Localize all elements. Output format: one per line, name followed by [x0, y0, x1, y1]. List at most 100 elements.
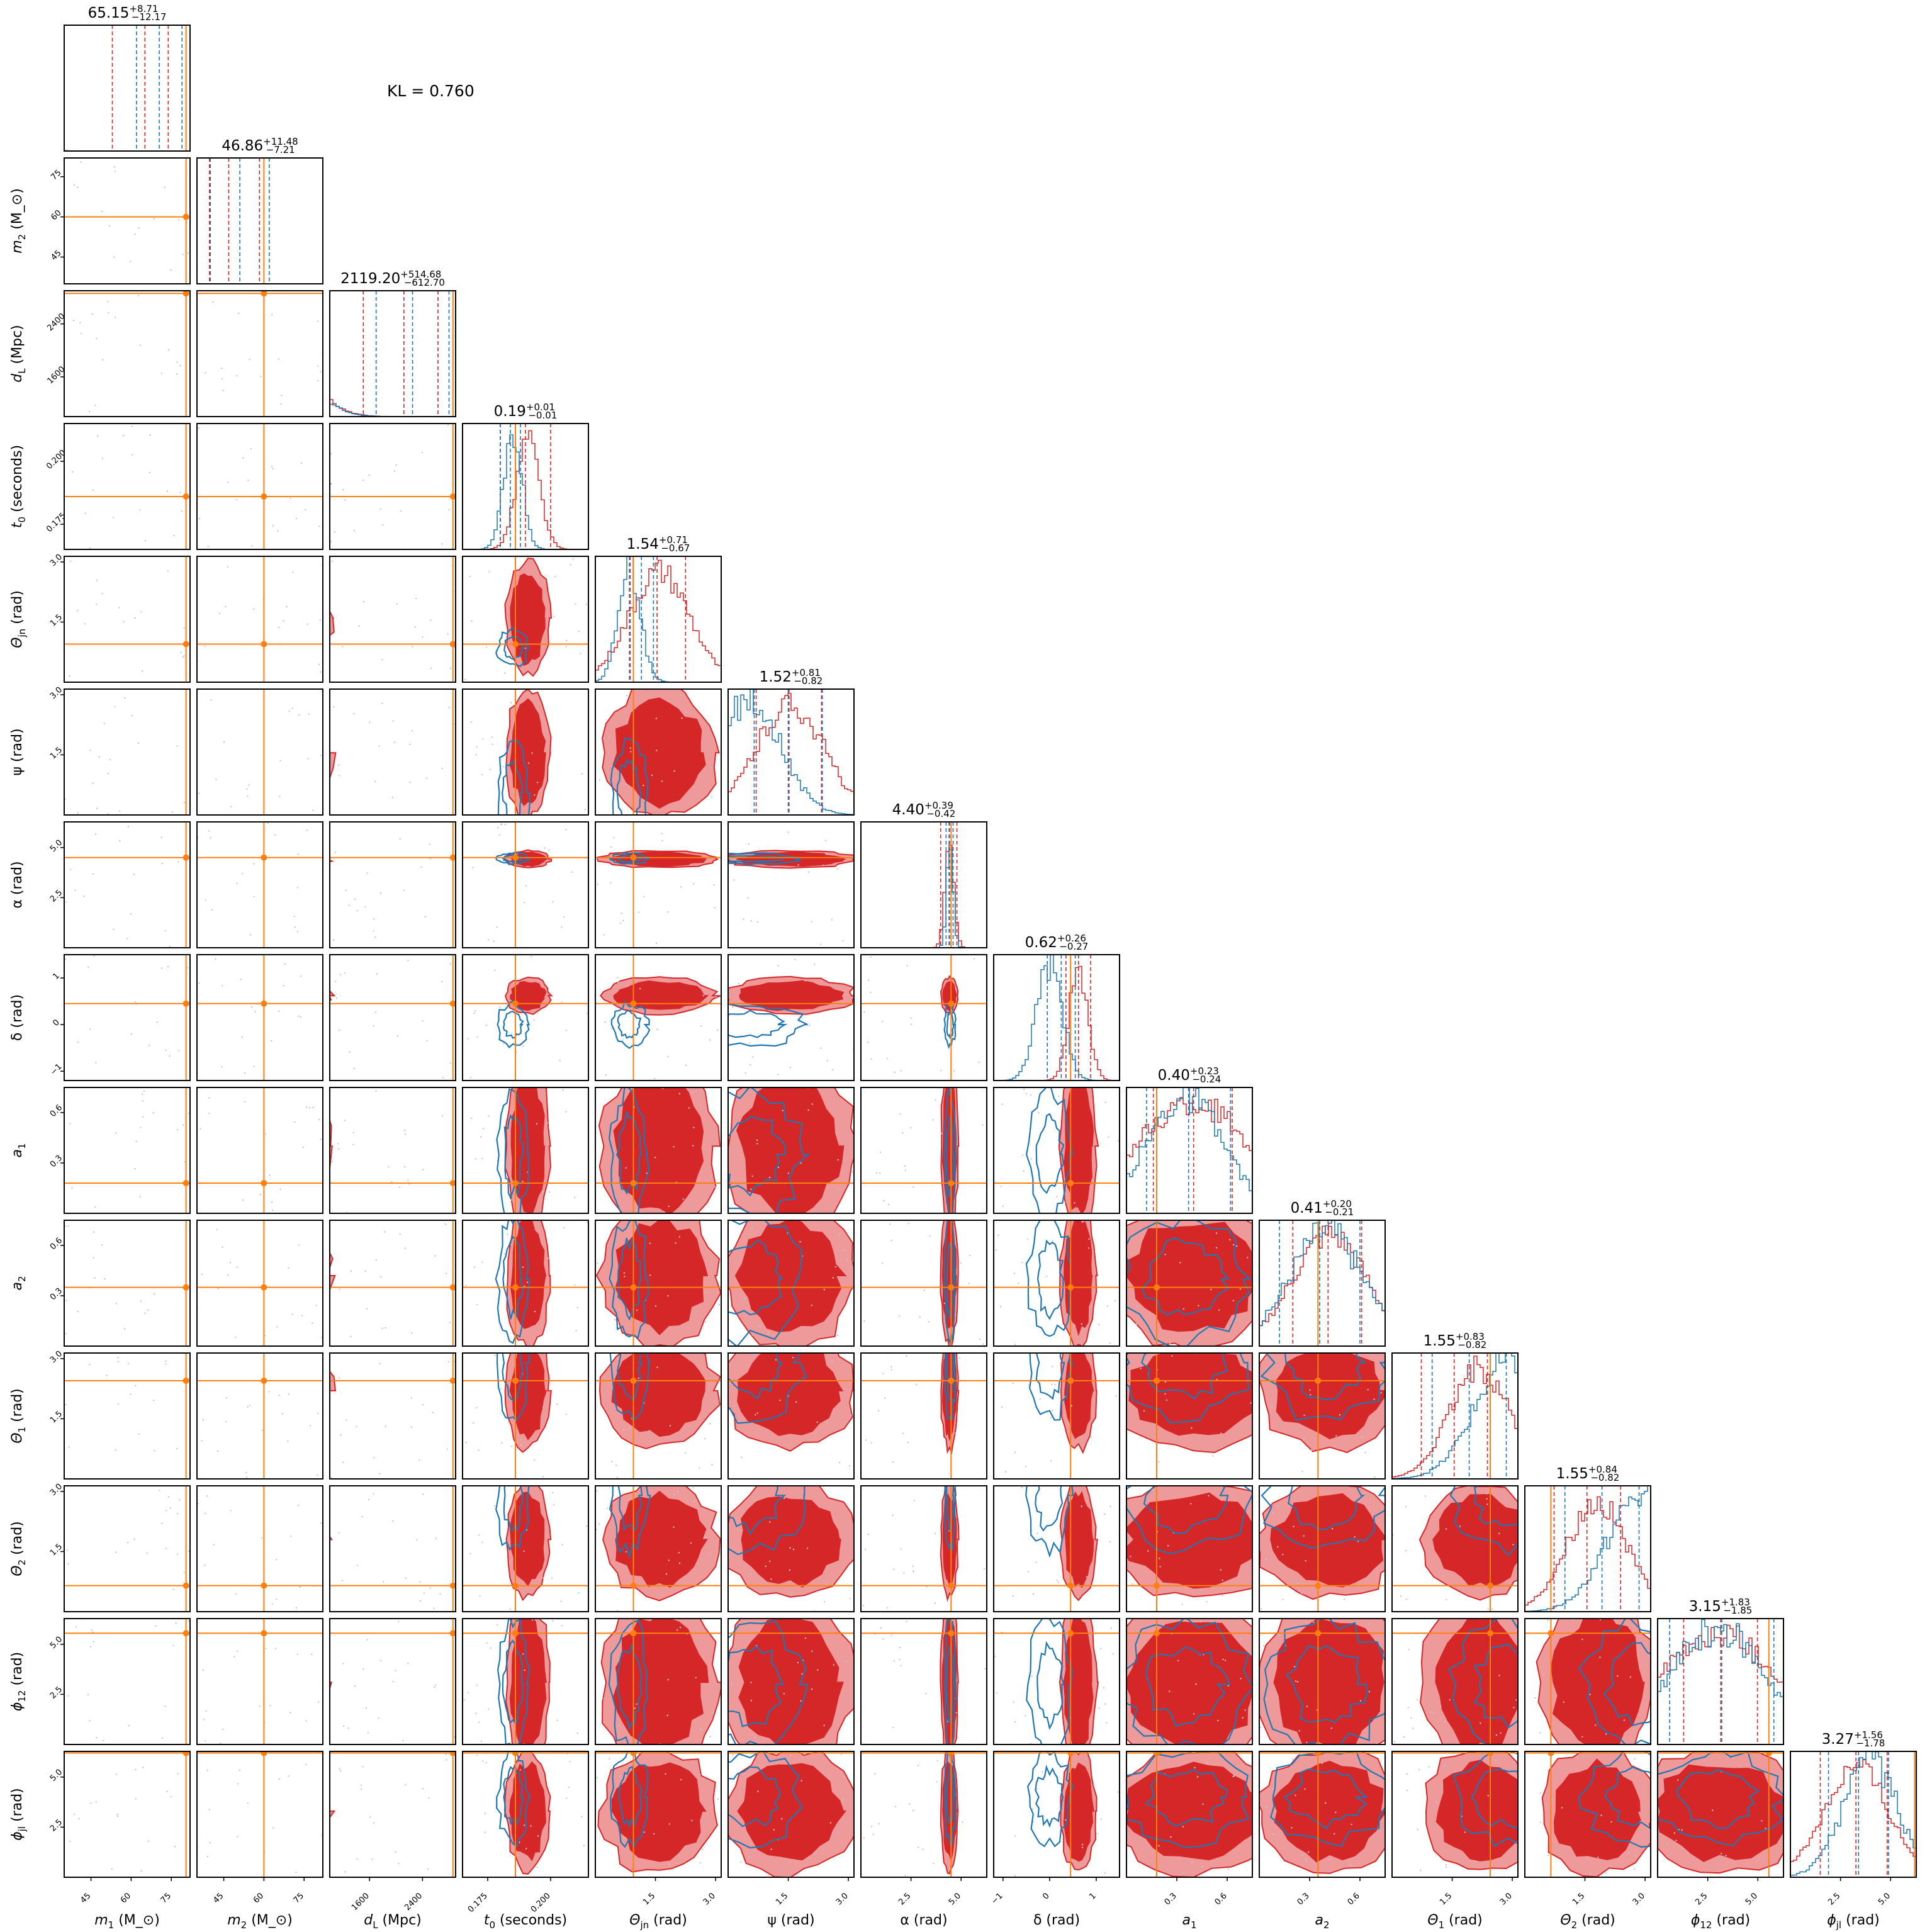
x-axis-label-delta: δ (rad) — [1033, 1912, 1080, 1928]
sample-point — [994, 1655, 996, 1658]
sample-point — [471, 620, 473, 622]
sample-point — [1648, 1655, 1649, 1658]
contour-blue-outer — [495, 1220, 531, 1344]
x-axis-label-phijl: ϕjl (rad) — [1827, 1912, 1880, 1931]
sample-point — [447, 424, 449, 426]
sample-point — [1194, 1766, 1196, 1769]
sample-point — [903, 1572, 905, 1574]
sample-point — [422, 1020, 424, 1022]
sample-point — [445, 1272, 447, 1274]
sample-point — [1062, 1517, 1064, 1520]
sample-point — [509, 1608, 511, 1610]
sample-point — [1031, 1675, 1033, 1677]
sample-point — [1445, 1866, 1447, 1868]
sample-point — [561, 926, 563, 928]
sample-point — [204, 645, 206, 647]
y-tick-label: 0 — [51, 1018, 61, 1028]
sample-point — [566, 639, 568, 642]
histogram-blue-dL — [330, 403, 456, 417]
truth-marker — [1487, 1582, 1494, 1589]
sample-point — [215, 958, 216, 960]
sample-point — [95, 1801, 97, 1803]
contour-blue-outer — [728, 1620, 809, 1744]
sample-point — [1436, 1801, 1438, 1803]
sample-point — [1589, 1873, 1591, 1875]
x-axis-label-dL: dL (Mpc) — [364, 1912, 422, 1931]
sample-point — [561, 1625, 563, 1627]
sample-point — [142, 1100, 144, 1102]
sample-point — [227, 1274, 229, 1276]
contour-blue-outer — [206, 1002, 324, 1047]
sample-point — [1597, 1856, 1599, 1858]
contour-blue-outer — [1447, 1619, 1518, 1744]
sample-point — [740, 1862, 742, 1863]
sample-point — [1177, 1660, 1179, 1661]
sample-point — [899, 1113, 901, 1115]
contour-blue-inner — [728, 1766, 781, 1828]
sample-point — [272, 1209, 274, 1211]
panel-psi-theta_jn — [595, 688, 722, 816]
sample-point — [469, 1553, 471, 1555]
sample-point — [597, 1262, 598, 1264]
sample-point — [508, 1422, 510, 1424]
sample-point — [294, 926, 296, 928]
sample-point — [526, 1281, 529, 1284]
sample-point — [751, 1175, 753, 1177]
sample-point — [1117, 1791, 1120, 1793]
sample-point — [833, 1664, 834, 1666]
sample-point — [338, 1148, 340, 1150]
sample-point — [874, 1773, 876, 1775]
panel-theta2-m1: 1.53.0Θ2 (rad) — [9, 1482, 191, 1612]
sample-point — [811, 1305, 813, 1306]
sample-point — [289, 1712, 291, 1714]
x-tick-label: 0.175 — [466, 1891, 490, 1914]
sample-point — [768, 1176, 771, 1179]
contour-blue-inner — [75, 1013, 135, 1038]
sample-point — [797, 864, 799, 866]
sample-point — [1212, 1455, 1214, 1457]
truth-marker — [630, 1630, 637, 1637]
sample-point — [1301, 1471, 1303, 1473]
sample-point — [186, 967, 188, 969]
contour-blue-inner — [728, 1009, 788, 1038]
sample-point — [1070, 1405, 1073, 1407]
sample-point — [1135, 1323, 1137, 1325]
panel-theta1-m2 — [196, 1352, 323, 1480]
sample-point — [170, 269, 172, 271]
panel-frame — [462, 1352, 589, 1480]
contour-blue-outer — [205, 1091, 325, 1223]
sample-point — [404, 1129, 406, 1132]
panel-frame — [993, 1618, 1120, 1745]
contour-blue-outer — [1126, 1353, 1250, 1424]
sample-point — [533, 1019, 535, 1021]
sample-point — [843, 1249, 845, 1251]
truth-marker — [630, 1000, 637, 1007]
y-axis-label-t0: t0 (seconds) — [9, 445, 28, 528]
sample-point — [497, 1624, 498, 1626]
histogram-red-theta1 — [1392, 1356, 1518, 1479]
sample-point — [731, 1683, 733, 1685]
sample-point — [65, 1333, 67, 1335]
contour-blue-outer — [1027, 1751, 1074, 1848]
panel-phijl-psi: 1.5 3.0ψ (rad) — [727, 1751, 855, 1928]
sample-point — [800, 1700, 802, 1702]
sample-point — [159, 1490, 160, 1491]
sample-point — [165, 1049, 167, 1052]
sample-point — [169, 1055, 171, 1057]
contour-blue-outer — [497, 1619, 531, 1744]
x-axis-label-a1: a1 — [1182, 1912, 1196, 1931]
sample-point — [449, 1322, 451, 1323]
sample-point — [107, 773, 110, 775]
panel-frame — [1259, 1352, 1386, 1480]
sample-point — [1242, 1717, 1244, 1719]
sample-point — [1014, 1721, 1016, 1723]
sample-point — [1296, 1681, 1299, 1683]
sample-point — [565, 829, 567, 831]
x-axis-label-psi: ψ (rad) — [767, 1912, 814, 1928]
sample-point — [320, 1522, 322, 1524]
sample-point — [712, 1711, 714, 1714]
x-axis-label-a2: a2 — [1315, 1912, 1329, 1931]
sample-point — [176, 1447, 178, 1449]
sample-point — [1351, 1823, 1352, 1826]
contour-blue-inner — [501, 854, 525, 863]
